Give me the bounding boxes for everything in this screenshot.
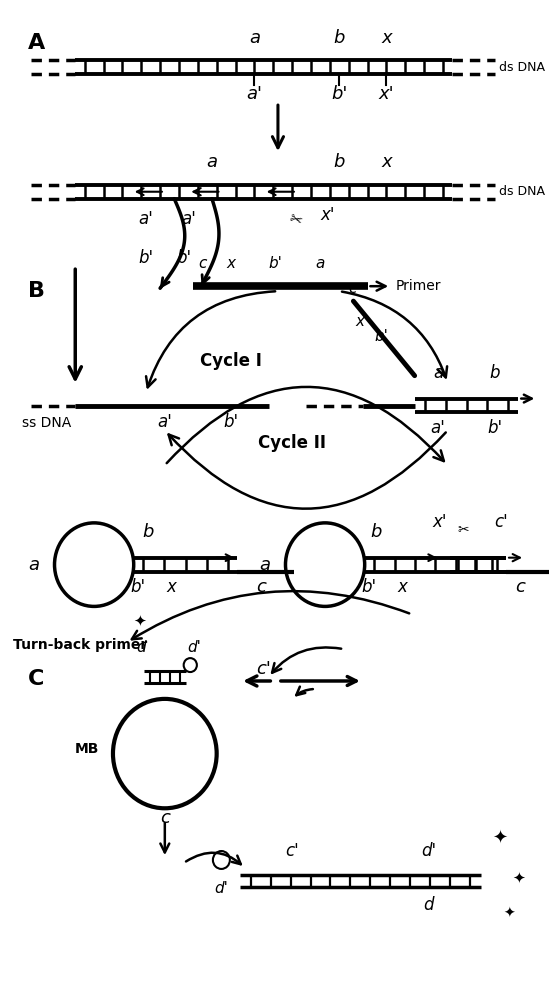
Text: C: C [28,669,45,689]
Text: ✂: ✂ [458,523,470,537]
Text: x: x [381,29,392,47]
Text: x: x [167,578,177,596]
Text: c': c' [256,660,271,678]
Text: a': a' [246,85,262,103]
Text: a': a' [158,413,172,431]
Text: a: a [207,153,217,171]
Text: ds DNA: ds DNA [500,185,545,198]
Text: b': b' [268,256,282,271]
Text: x: x [381,153,392,171]
Text: c': c' [495,513,508,531]
Text: c: c [256,578,266,596]
Text: b': b' [138,249,154,267]
Text: x': x' [433,513,447,531]
Text: A: A [28,33,45,53]
Text: c: c [349,281,357,296]
Text: Cycle II: Cycle II [258,434,326,452]
Text: d: d [136,640,146,655]
Text: x: x [226,256,235,271]
Text: B: B [28,281,45,301]
Text: b: b [334,29,345,47]
Text: b: b [142,523,154,541]
Text: x: x [398,578,407,596]
Text: c: c [515,578,525,596]
Text: Cycle I: Cycle I [200,352,262,370]
Text: x': x' [320,206,335,224]
Text: a': a' [139,210,153,228]
Text: c: c [160,809,170,827]
Text: b': b' [223,413,238,431]
Text: a: a [259,556,270,574]
Text: b: b [334,153,345,171]
Text: ✂: ✂ [286,210,304,229]
Text: d': d' [188,640,201,655]
Text: ✦: ✦ [512,871,525,886]
Text: b': b' [374,329,388,344]
Text: b': b' [331,85,348,103]
Text: ds DNA: ds DNA [500,61,545,74]
Text: a: a [316,256,325,271]
Text: c': c' [285,842,299,860]
Text: ss DNA: ss DNA [22,416,72,430]
Text: b': b' [362,578,377,596]
Text: d': d' [214,881,228,896]
Text: d: d [423,896,434,914]
Text: c: c [198,256,206,271]
Text: x': x' [379,85,394,103]
Text: b: b [490,364,500,382]
Text: Turn-back primer: Turn-back primer [13,638,147,652]
Text: b': b' [176,249,191,267]
Text: a: a [433,364,443,382]
Text: MB: MB [75,742,99,756]
Text: a': a' [181,210,196,228]
Text: a: a [28,556,40,574]
Text: a': a' [431,419,446,437]
Text: ✦: ✦ [503,907,515,921]
Text: ✦: ✦ [133,613,146,628]
Text: d': d' [421,842,436,860]
Text: ✦: ✦ [492,829,507,847]
Text: Primer: Primer [396,279,441,293]
Text: a: a [249,29,260,47]
Text: b': b' [487,419,502,437]
Text: x: x [355,314,364,329]
Text: b: b [370,523,382,541]
Text: b': b' [131,578,146,596]
